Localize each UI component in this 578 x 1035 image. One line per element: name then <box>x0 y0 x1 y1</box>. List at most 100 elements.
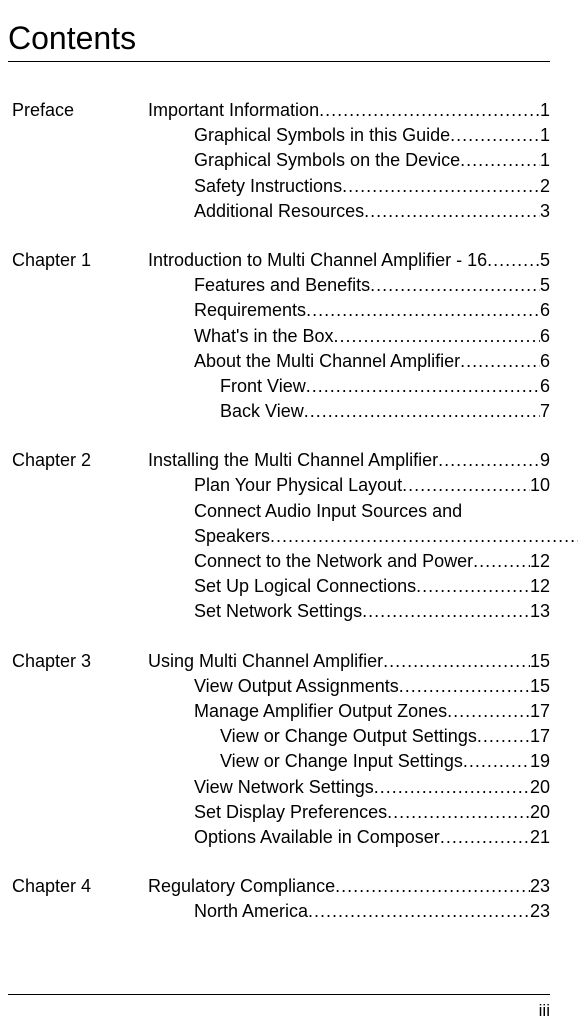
toc-leader-dots <box>374 775 530 800</box>
toc-entry: View Output Assignments 15 <box>8 674 550 699</box>
toc-entry: Graphical Symbols on the Device 1 <box>8 148 550 173</box>
toc-page-number: 3 <box>540 199 550 224</box>
toc-entry-text: Set Display Preferences <box>148 800 387 825</box>
toc-page-number: 17 <box>530 699 550 724</box>
section-label <box>8 123 148 148</box>
section-label <box>8 273 148 298</box>
section-label <box>8 800 148 825</box>
toc-leader-dots <box>387 800 530 825</box>
section-label <box>8 298 148 323</box>
toc-entry-text: Introduction to Multi Channel Amplifier … <box>148 248 487 273</box>
toc-entry: Connect to the Network and Power12 <box>8 549 550 574</box>
toc-entry-text: About the Multi Channel Amplifier <box>148 349 460 374</box>
section-label <box>8 749 148 774</box>
toc-page-number: 10 <box>530 473 550 498</box>
toc-entry-text: View or Change Input Settings <box>148 749 463 774</box>
toc-entry: Set Network Settings13 <box>8 599 550 624</box>
toc-page-number: 17 <box>530 724 550 749</box>
toc-entry-text: Graphical Symbols on the Device <box>148 148 460 173</box>
toc-page-number: 1 <box>540 148 550 173</box>
toc-page-number: 12 <box>530 549 550 574</box>
toc-entry-text: View or Change Output Settings <box>148 724 477 749</box>
section-label <box>8 775 148 800</box>
toc-leader-dots <box>383 649 530 674</box>
section-label <box>8 374 148 399</box>
section-label <box>8 574 148 599</box>
toc-entry: Set Display Preferences20 <box>8 800 550 825</box>
toc-entry-text: Using Multi Channel Amplifier <box>148 649 383 674</box>
toc-section: Chapter 3Using Multi Channel Amplifier15… <box>8 649 550 851</box>
toc-entry-text: View Output Assignments <box>148 674 399 699</box>
toc-entry: Features and Benefits5 <box>8 273 550 298</box>
toc-entry-text: North America <box>148 899 308 924</box>
section-label <box>8 549 148 574</box>
toc-entry-text: Additional Resources <box>148 199 364 224</box>
toc-page-number: 21 <box>530 825 550 850</box>
section-label <box>8 199 148 224</box>
toc-leader-dots <box>306 374 540 399</box>
toc-entry: View or Change Input Settings 19 <box>8 749 550 774</box>
toc-page-number: 20 <box>530 775 550 800</box>
toc-leader-dots <box>308 899 530 924</box>
toc-leader-dots <box>463 749 530 774</box>
toc-section: PrefaceImportant Information1Graphical S… <box>8 98 550 224</box>
page-title: Contents <box>8 20 550 57</box>
section-label <box>8 174 148 199</box>
toc-entry: Chapter 3Using Multi Channel Amplifier15 <box>8 649 550 674</box>
toc-page-number: 6 <box>540 349 550 374</box>
toc-entry: Set Up Logical Connections12 <box>8 574 550 599</box>
toc-page-number: 19 <box>530 749 550 774</box>
toc-entry: Chapter 1Introduction to Multi Channel A… <box>8 248 550 273</box>
toc-page-number: 6 <box>540 324 550 349</box>
toc-page-number: 6 <box>540 298 550 323</box>
toc-leader-dots <box>306 298 540 323</box>
toc-leader-dots <box>402 473 530 498</box>
toc-entry: PrefaceImportant Information1 <box>8 98 550 123</box>
section-label <box>8 599 148 624</box>
toc-page-number: 6 <box>540 374 550 399</box>
toc-page-number: 1 <box>540 98 550 123</box>
toc-leader-dots <box>334 324 540 349</box>
toc-leader-dots <box>370 273 540 298</box>
footer-page-number: iii <box>539 1001 550 1021</box>
toc-page-number: 15 <box>530 674 550 699</box>
toc-entry: About the Multi Channel Amplifier 6 <box>8 349 550 374</box>
section-label: Chapter 2 <box>8 448 148 473</box>
toc-entry-text: Speakers <box>148 524 270 549</box>
toc-entry-text: Manage Amplifier Output Zones <box>148 699 447 724</box>
toc-leader-dots <box>477 724 530 749</box>
toc-entry-text: Connect Audio Input Sources and <box>148 499 578 524</box>
section-label <box>8 499 148 549</box>
toc-entry: Plan Your Physical Layout 10 <box>8 473 550 498</box>
toc-leader-dots <box>270 524 578 549</box>
toc-section: Chapter 1Introduction to Multi Channel A… <box>8 248 550 424</box>
toc-entry-text: What's in the Box <box>148 324 334 349</box>
toc-page-number: 23 <box>530 899 550 924</box>
toc-section: Chapter 2Installing the Multi Channel Am… <box>8 448 550 624</box>
section-label: Chapter 4 <box>8 874 148 899</box>
toc-entry-text: Graphical Symbols in this Guide <box>148 123 450 148</box>
toc-entry: View or Change Output Settings 17 <box>8 724 550 749</box>
toc-page-number: 7 <box>540 399 550 424</box>
toc-entry-text: Safety Instructions <box>148 174 342 199</box>
section-label <box>8 825 148 850</box>
toc-page-number: 13 <box>530 599 550 624</box>
section-label <box>8 674 148 699</box>
toc-entry: Front View6 <box>8 374 550 399</box>
toc-entry: Back View7 <box>8 399 550 424</box>
toc-entry: View Network Settings 20 <box>8 775 550 800</box>
toc-leader-dots <box>364 199 540 224</box>
toc-page-number: 5 <box>540 273 550 298</box>
toc-leader-dots <box>362 599 530 624</box>
toc-section: Chapter 4Regulatory Compliance23North Am… <box>8 874 550 924</box>
toc-leader-dots <box>399 674 530 699</box>
table-of-contents: PrefaceImportant Information1Graphical S… <box>8 98 550 924</box>
section-label <box>8 473 148 498</box>
toc-leader-dots <box>447 699 530 724</box>
toc-entry: Connect Audio Input Sources andSpeakers1… <box>8 499 550 549</box>
toc-leader-dots <box>416 574 530 599</box>
toc-entry-text: View Network Settings <box>148 775 374 800</box>
toc-entry-text: Plan Your Physical Layout <box>148 473 402 498</box>
toc-entry: Chapter 4Regulatory Compliance23 <box>8 874 550 899</box>
toc-entry: Manage Amplifier Output Zones 17 <box>8 699 550 724</box>
